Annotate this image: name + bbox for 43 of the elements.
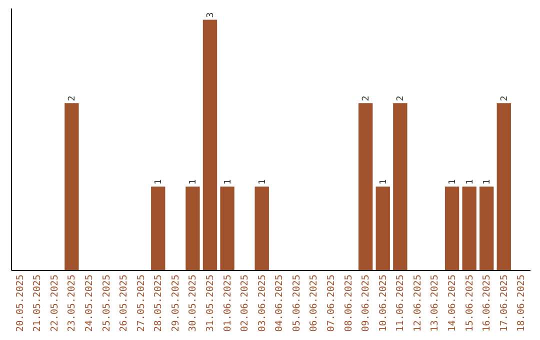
x-tick-label: 30.05.2025 [188, 274, 199, 332]
data-label: 3 [206, 12, 216, 18]
x-tick-label: 10.06.2025 [378, 274, 389, 332]
x-tick-label: 22.05.2025 [49, 274, 60, 332]
x-tick-label: 15.06.2025 [464, 274, 476, 332]
x-tick-label: 09.06.2025 [360, 274, 372, 332]
x-tick-label: 13.06.2025 [430, 274, 441, 332]
x-tick-label: 18.06.2025 [516, 274, 528, 332]
x-tick-label: 01.06.2025 [222, 274, 234, 332]
data-label: 1 [465, 179, 476, 185]
x-tick-label: 12.06.2025 [412, 274, 424, 332]
x-tick-label: 20.05.2025 [14, 274, 26, 332]
x-tick-label: 04.06.2025 [274, 274, 286, 332]
data-label: 1 [482, 179, 493, 185]
data-label: 1 [448, 179, 458, 185]
x-tick-label: 14.06.2025 [447, 274, 458, 332]
data-label: 1 [378, 179, 389, 185]
x-tick-label: 08.06.2025 [343, 274, 354, 332]
x-tick-label: 03.06.2025 [256, 274, 268, 332]
data-label: 1 [154, 179, 164, 185]
x-tick-label: 31.05.2025 [204, 274, 216, 332]
data-label: 1 [188, 179, 199, 185]
x-tick-label: 11.06.2025 [395, 274, 406, 332]
x-tick-label: 16.06.2025 [482, 274, 493, 332]
x-tick-label: 26.05.2025 [118, 274, 130, 332]
x-tick-label: 06.06.2025 [308, 274, 320, 332]
data-label: 2 [500, 96, 510, 102]
data-label: 1 [258, 179, 268, 185]
x-tick-label: 17.06.2025 [498, 274, 510, 332]
x-tick-label: 05.06.2025 [291, 274, 302, 332]
x-tick-label: 21.05.2025 [32, 274, 44, 332]
x-tick-label: 25.05.2025 [101, 274, 112, 332]
data-label: 2 [68, 96, 78, 102]
x-tick-label: 07.06.2025 [326, 274, 338, 332]
x-tick-label: 24.05.2025 [84, 274, 95, 332]
x-tick-label: 23.05.2025 [66, 274, 78, 332]
x-tick-label: 27.05.2025 [136, 274, 147, 332]
x-tick-label: 29.05.2025 [170, 274, 182, 332]
data-label: 2 [396, 96, 406, 102]
x-tick-label: 02.06.2025 [240, 274, 251, 332]
x-tick-label: 28.05.2025 [153, 274, 164, 332]
data-label: 2 [362, 96, 372, 102]
data-label: 1 [223, 179, 234, 185]
